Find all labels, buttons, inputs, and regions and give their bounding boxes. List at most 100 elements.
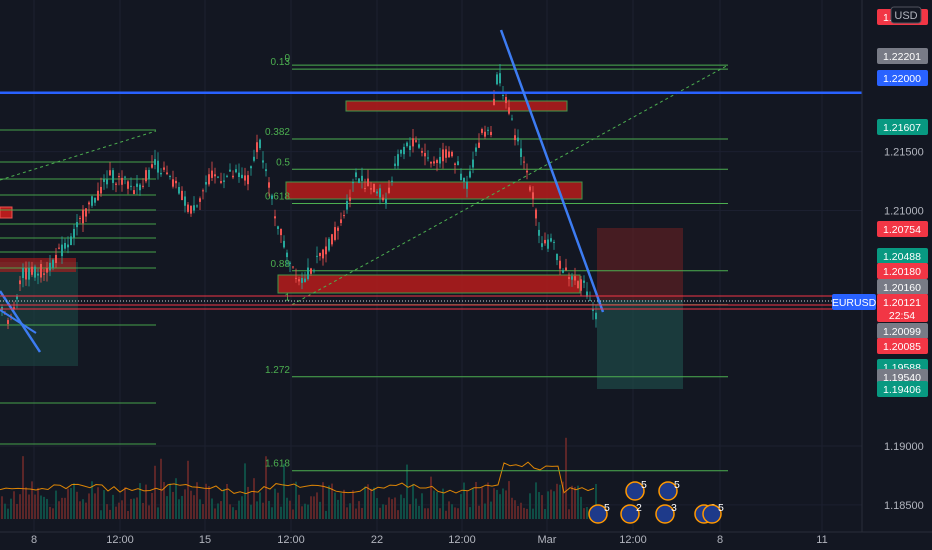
- candle-body: [121, 177, 123, 185]
- time-tick-label: Mar: [538, 534, 557, 546]
- candle-body: [445, 149, 447, 158]
- volume-bar: [349, 503, 351, 519]
- candle-body: [106, 179, 108, 185]
- candle-body: [559, 260, 561, 269]
- event-marker-flag[interactable]: [655, 504, 675, 524]
- candle-body: [157, 160, 159, 173]
- candle-body: [460, 173, 462, 181]
- candle-body: [544, 239, 546, 244]
- candles: [1, 64, 597, 330]
- volume-bar: [73, 483, 75, 519]
- volume-bar: [175, 478, 177, 519]
- volume-bar: [88, 493, 90, 519]
- candle-body: [568, 277, 570, 280]
- candle-body: [583, 280, 585, 283]
- volume-bar: [34, 494, 36, 519]
- volume-bar: [232, 507, 234, 519]
- volume-bar: [43, 496, 45, 519]
- volume-bar: [49, 506, 51, 519]
- candle-body: [313, 270, 315, 272]
- volume-bar: [7, 508, 9, 519]
- candle-body: [415, 140, 417, 142]
- volume-bar: [574, 487, 576, 519]
- candle-body: [199, 198, 201, 202]
- candle-body: [235, 169, 237, 173]
- volume-bar: [508, 481, 510, 519]
- event-markers[interactable]: 5552335: [588, 479, 724, 524]
- candle-body: [409, 145, 411, 151]
- candle-body: [226, 175, 228, 177]
- candle-body: [538, 229, 540, 236]
- volume-bar: [304, 503, 306, 519]
- volume-bar: [343, 489, 345, 519]
- time-tick-label: 8: [31, 534, 37, 546]
- drawings[interactable]: [0, 29, 862, 353]
- price-axis-ticks: 1.21500 1.21000 1.19000 1.18500: [884, 147, 924, 512]
- volume-bar: [4, 503, 6, 519]
- candle-body: [586, 291, 588, 297]
- short-target-zone: [597, 300, 683, 389]
- candle-body: [511, 118, 513, 120]
- volume-bar: [388, 497, 390, 519]
- plot-area[interactable]: [0, 0, 862, 532]
- volume-bar: [577, 485, 579, 519]
- currency-badge[interactable]: [890, 6, 922, 24]
- volume-bar: [250, 504, 252, 519]
- candle-body: [355, 172, 357, 177]
- time-axis[interactable]: 8 12:00 15 12:00 22 12:00 Mar 12:00 8 11: [31, 534, 828, 546]
- volume-bar: [259, 492, 261, 519]
- candle-body: [532, 192, 534, 200]
- volume-bar: [436, 491, 438, 519]
- candle-body: [574, 276, 576, 281]
- candle-body: [535, 209, 537, 219]
- volume-bar: [274, 488, 276, 519]
- volume-bar: [445, 510, 447, 519]
- volume-bar: [370, 488, 372, 519]
- volume-bar: [523, 507, 525, 519]
- candle-body: [73, 228, 75, 238]
- volume-bar: [103, 490, 105, 519]
- event-marker-flag[interactable]: [620, 504, 640, 524]
- fib-retracement[interactable]: 00.13 0.382 0.5 0.618 0.88 1 1.272 1.618: [0, 53, 729, 472]
- candle-body: [364, 188, 366, 190]
- volume-bar: [529, 493, 531, 519]
- candle-body: [229, 169, 231, 172]
- candle-body: [520, 148, 522, 158]
- fib-level-label: 0.5: [276, 157, 290, 168]
- fib-level-label: 1.618: [265, 459, 290, 470]
- volume-bar: [283, 463, 285, 519]
- volume-bar: [172, 491, 174, 519]
- volume-bar: [205, 483, 207, 519]
- time-tick-label: 12:00: [277, 534, 305, 546]
- event-marker-flag[interactable]: [658, 481, 678, 501]
- volume-bar: [340, 493, 342, 519]
- candle-body: [79, 217, 81, 219]
- volume-bar: [433, 490, 435, 519]
- volume-bar: [361, 507, 363, 519]
- fib-level-label: 0.88: [271, 259, 291, 270]
- volume-bar: [25, 487, 27, 519]
- candle-body: [139, 184, 141, 191]
- candle-body: [25, 268, 27, 280]
- candle-body: [244, 175, 246, 181]
- symbol-badge[interactable]: [832, 294, 876, 310]
- candle-body: [595, 312, 597, 320]
- event-marker-flag[interactable]: [588, 504, 608, 524]
- volume-bar: [586, 506, 588, 519]
- left-trendline-2[interactable]: [0, 309, 37, 334]
- event-marker-flag[interactable]: [702, 504, 722, 524]
- descending-trendline[interactable]: [499, 29, 605, 313]
- volume-bar: [520, 502, 522, 519]
- volume-bar: [244, 463, 246, 519]
- candle-body: [130, 185, 132, 187]
- candle-body: [397, 154, 399, 166]
- symbol-label: EURUSD: [832, 297, 877, 309]
- volume-bar: [271, 507, 273, 519]
- volume-bar: [439, 508, 441, 519]
- demand-zone: [277, 274, 581, 294]
- volume-bar: [181, 495, 183, 519]
- candle-body: [133, 190, 135, 195]
- event-marker-flag[interactable]: [625, 481, 645, 501]
- volume-bar: [544, 509, 546, 519]
